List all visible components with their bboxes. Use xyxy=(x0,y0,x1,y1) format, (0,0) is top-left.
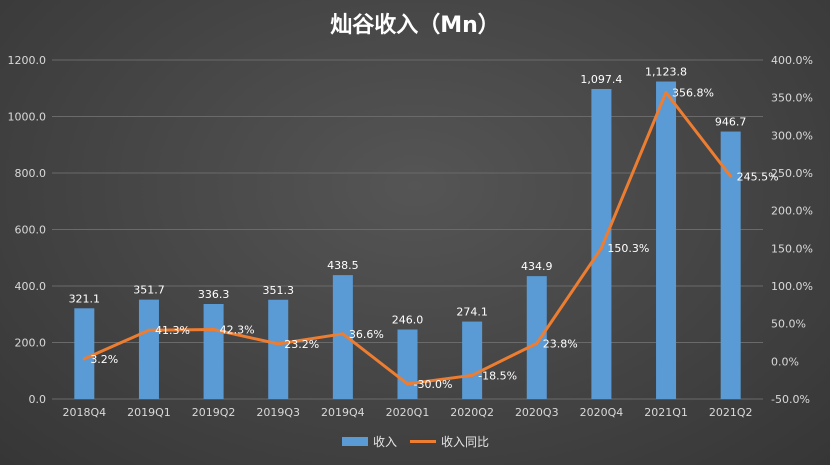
data-labels: 321.1 351.7 336.3 351.3 438.5 246.0 274.1 434.9… xyxy=(69,66,779,391)
x-tick-label: 2019Q3 xyxy=(256,406,300,419)
line-value-label: 42.3% xyxy=(220,323,255,336)
y-right-tick-label: -50.0% xyxy=(771,393,810,406)
line-point xyxy=(599,246,603,250)
bar-value-label: 321.1 xyxy=(69,292,101,305)
y-left-tick-label: 1000.0 xyxy=(8,111,47,124)
y-right-tick-label: 250.0% xyxy=(771,167,813,180)
bar xyxy=(720,131,741,399)
line-point xyxy=(212,327,216,331)
y-left-tick-label: 400.0 xyxy=(15,280,47,293)
legend-label-line: 收入同比 xyxy=(441,435,489,449)
bar-value-label: 246.0 xyxy=(392,314,424,327)
chart-title: 灿谷收入（Mn） xyxy=(330,12,500,38)
y-right-tick-label: 300.0% xyxy=(771,129,813,142)
line-value-label: 23.8% xyxy=(543,337,578,350)
line-value-label: 150.3% xyxy=(607,242,649,255)
bar-value-label: 434.9 xyxy=(521,260,553,273)
bar-value-label: 438.5 xyxy=(327,259,359,272)
x-tick-label: 2019Q1 xyxy=(127,406,171,419)
x-tick-label: 2019Q4 xyxy=(321,406,365,419)
y-left-tick-label: 1200.0 xyxy=(8,54,47,67)
x-tick-label: 2021Q2 xyxy=(709,406,753,419)
x-tick-label: 2019Q2 xyxy=(192,406,236,419)
line-point xyxy=(147,328,151,332)
bar xyxy=(203,303,224,399)
line-point xyxy=(82,357,86,361)
y-left-tick-label: 800.0 xyxy=(15,167,47,180)
line-value-label: 356.8% xyxy=(672,87,714,100)
bar-value-label: 1,123.8 xyxy=(645,66,687,79)
line-value-label: -30.0% xyxy=(414,378,453,391)
line-point xyxy=(729,174,733,178)
line-point xyxy=(535,341,539,345)
bar-value-label: 1,097.4 xyxy=(580,73,622,86)
gridlines xyxy=(52,59,763,400)
legend: 收入 收入同比 xyxy=(342,435,489,449)
bar xyxy=(74,308,95,399)
bar-value-label: 946.7 xyxy=(715,116,747,129)
y-right-tick-label: 200.0% xyxy=(771,205,813,218)
y-right-tick-label: 350.0% xyxy=(771,92,813,105)
line-point xyxy=(276,342,280,346)
bar xyxy=(462,321,483,399)
bar xyxy=(138,299,159,399)
line-value-label: 3.2% xyxy=(90,353,118,366)
axis-ticks: 0.0 200.0 400.0 600.0 800.0 1000.0 1200.0 -50.0… xyxy=(8,54,813,419)
line-point xyxy=(664,91,668,95)
x-tick-label: 2020Q4 xyxy=(580,406,624,419)
line-value-label: 41.3% xyxy=(155,324,190,337)
y-right-tick-label: 0.0% xyxy=(771,355,799,368)
y-left-tick-label: 0.0 xyxy=(29,393,47,406)
x-tick-label: 2020Q2 xyxy=(450,406,494,419)
y-right-tick-label: 100.0% xyxy=(771,280,813,293)
y-left-tick-label: 600.0 xyxy=(15,224,47,237)
x-tick-label: 2018Q4 xyxy=(62,406,106,419)
line-point xyxy=(406,382,409,386)
line-value-label: 36.6% xyxy=(349,328,384,341)
bar xyxy=(526,276,547,399)
line-series xyxy=(82,91,733,386)
y-right-tick-label: 150.0% xyxy=(771,242,813,255)
line-value-label: 23.2% xyxy=(284,338,319,351)
line-point xyxy=(470,373,474,377)
x-tick-label: 2021Q1 xyxy=(644,406,688,419)
bar-series xyxy=(74,81,741,400)
line-point xyxy=(341,332,345,336)
bar xyxy=(591,88,612,399)
bar xyxy=(268,299,289,399)
line-value-label: 245.5% xyxy=(737,170,779,183)
legend-swatch-bar xyxy=(342,437,368,446)
bar xyxy=(656,81,677,400)
y-right-tick-label: 400.0% xyxy=(771,54,813,67)
x-tick-label: 2020Q1 xyxy=(386,406,430,419)
bar xyxy=(332,275,353,399)
legend-label-bar: 收入 xyxy=(373,435,397,449)
bar-value-label: 351.7 xyxy=(133,284,165,297)
bar-value-label: 336.3 xyxy=(198,288,230,301)
bar-value-label: 274.1 xyxy=(456,306,488,319)
bar-value-label: 351.3 xyxy=(262,284,294,297)
line-value-label: -18.5% xyxy=(478,369,517,382)
y-right-tick-label: 50.0% xyxy=(771,318,806,331)
y-left-tick-label: 200.0 xyxy=(15,337,47,350)
x-tick-label: 2020Q3 xyxy=(515,406,559,419)
